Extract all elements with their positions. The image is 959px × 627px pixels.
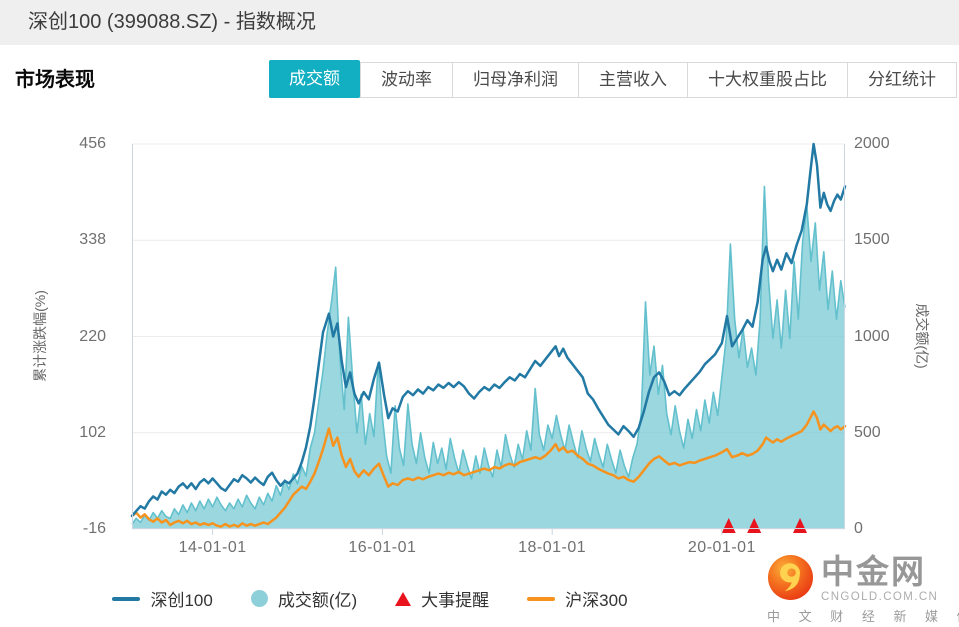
- y-right-tick-label: 1000: [854, 327, 890, 345]
- tab-turnover[interactable]: 成交额: [269, 60, 360, 98]
- page-title: 深创100 (399088.SZ) - 指数概况: [28, 11, 316, 33]
- line-swatch-icon: [527, 596, 556, 601]
- cngold-logo-icon: [767, 554, 814, 601]
- event-triangle-marker: [721, 518, 736, 533]
- line-swatch-icon: [112, 596, 141, 601]
- legend-label: 成交额(亿): [277, 591, 358, 610]
- y-left-tick-label: 456: [79, 135, 106, 152]
- x-axis-tick-label: 14-01-01: [178, 539, 247, 556]
- triangle-swatch-icon: [395, 591, 412, 606]
- event-triangle-marker: [747, 518, 762, 533]
- brand-tagline: 中 文 财 经 新 媒 体: [767, 609, 959, 624]
- tab-top10-weight[interactable]: 十大权重股占比: [687, 63, 847, 97]
- tab-volatility[interactable]: 波动率: [360, 63, 452, 97]
- legend-turnover[interactable]: 成交额(亿): [250, 586, 358, 611]
- y-right-tick-label: 500: [854, 423, 881, 441]
- section-title: 市场表现: [15, 69, 95, 91]
- tab-dividend[interactable]: 分红统计: [847, 63, 956, 97]
- x-axis-tick-label: 18-01-01: [518, 539, 587, 556]
- event-triangle-marker: [793, 518, 808, 533]
- tab-bar: 成交额 波动率 归母净利润 主营收入 十大权重股占比 分红统计: [269, 60, 957, 98]
- turnover-area: [132, 186, 845, 529]
- y-left-axis-title: 累计涨跌幅(%): [32, 290, 48, 382]
- y-right-tick-label: 2000: [854, 135, 890, 152]
- brand-logo: 中金网 CNGOLD.COM.CN 中 文 财 经 新 媒 体: [767, 553, 959, 625]
- x-axis-tick-label: 16-01-01: [348, 539, 417, 556]
- y-right-tick-label: 1500: [854, 231, 890, 249]
- hs300-line: [130, 410, 847, 528]
- tab-net-profit[interactable]: 归母净利润: [452, 63, 578, 97]
- legend: 深创100 成交额(亿) 大事提醒 沪深300: [0, 586, 740, 611]
- legend-label: 沪深300: [565, 591, 628, 610]
- y-right-axis-title: 成交额(亿): [914, 303, 930, 369]
- circle-swatch-icon: [250, 590, 268, 607]
- legend-hs300[interactable]: 沪深300: [527, 586, 628, 611]
- tab-revenue[interactable]: 主营收入: [578, 63, 687, 97]
- x-axis-tick-label: 20-01-01: [687, 539, 756, 556]
- legend-shenchuang100[interactable]: 深创100: [112, 586, 213, 611]
- legend-label: 大事提醒: [421, 591, 490, 610]
- window-header: 深创100 (399088.SZ) - 指数概况: [0, 0, 959, 45]
- plot-svg[interactable]: [130, 142, 847, 535]
- legend-events[interactable]: 大事提醒: [395, 586, 489, 611]
- y-left-tick-label: -16: [82, 520, 106, 537]
- brand-domain: CNGOLD.COM.CN: [821, 591, 939, 603]
- y-right-tick-label: 0: [854, 520, 863, 537]
- shenchuang100-line: [130, 142, 847, 518]
- turnover-area-outline: [131, 185, 846, 525]
- y-left-tick-label: 102: [79, 423, 106, 441]
- brand-name: 中金网: [821, 553, 926, 590]
- legend-label: 深创100: [150, 591, 213, 610]
- y-left-tick-label: 220: [79, 327, 106, 345]
- y-left-tick-label: 338: [79, 231, 106, 249]
